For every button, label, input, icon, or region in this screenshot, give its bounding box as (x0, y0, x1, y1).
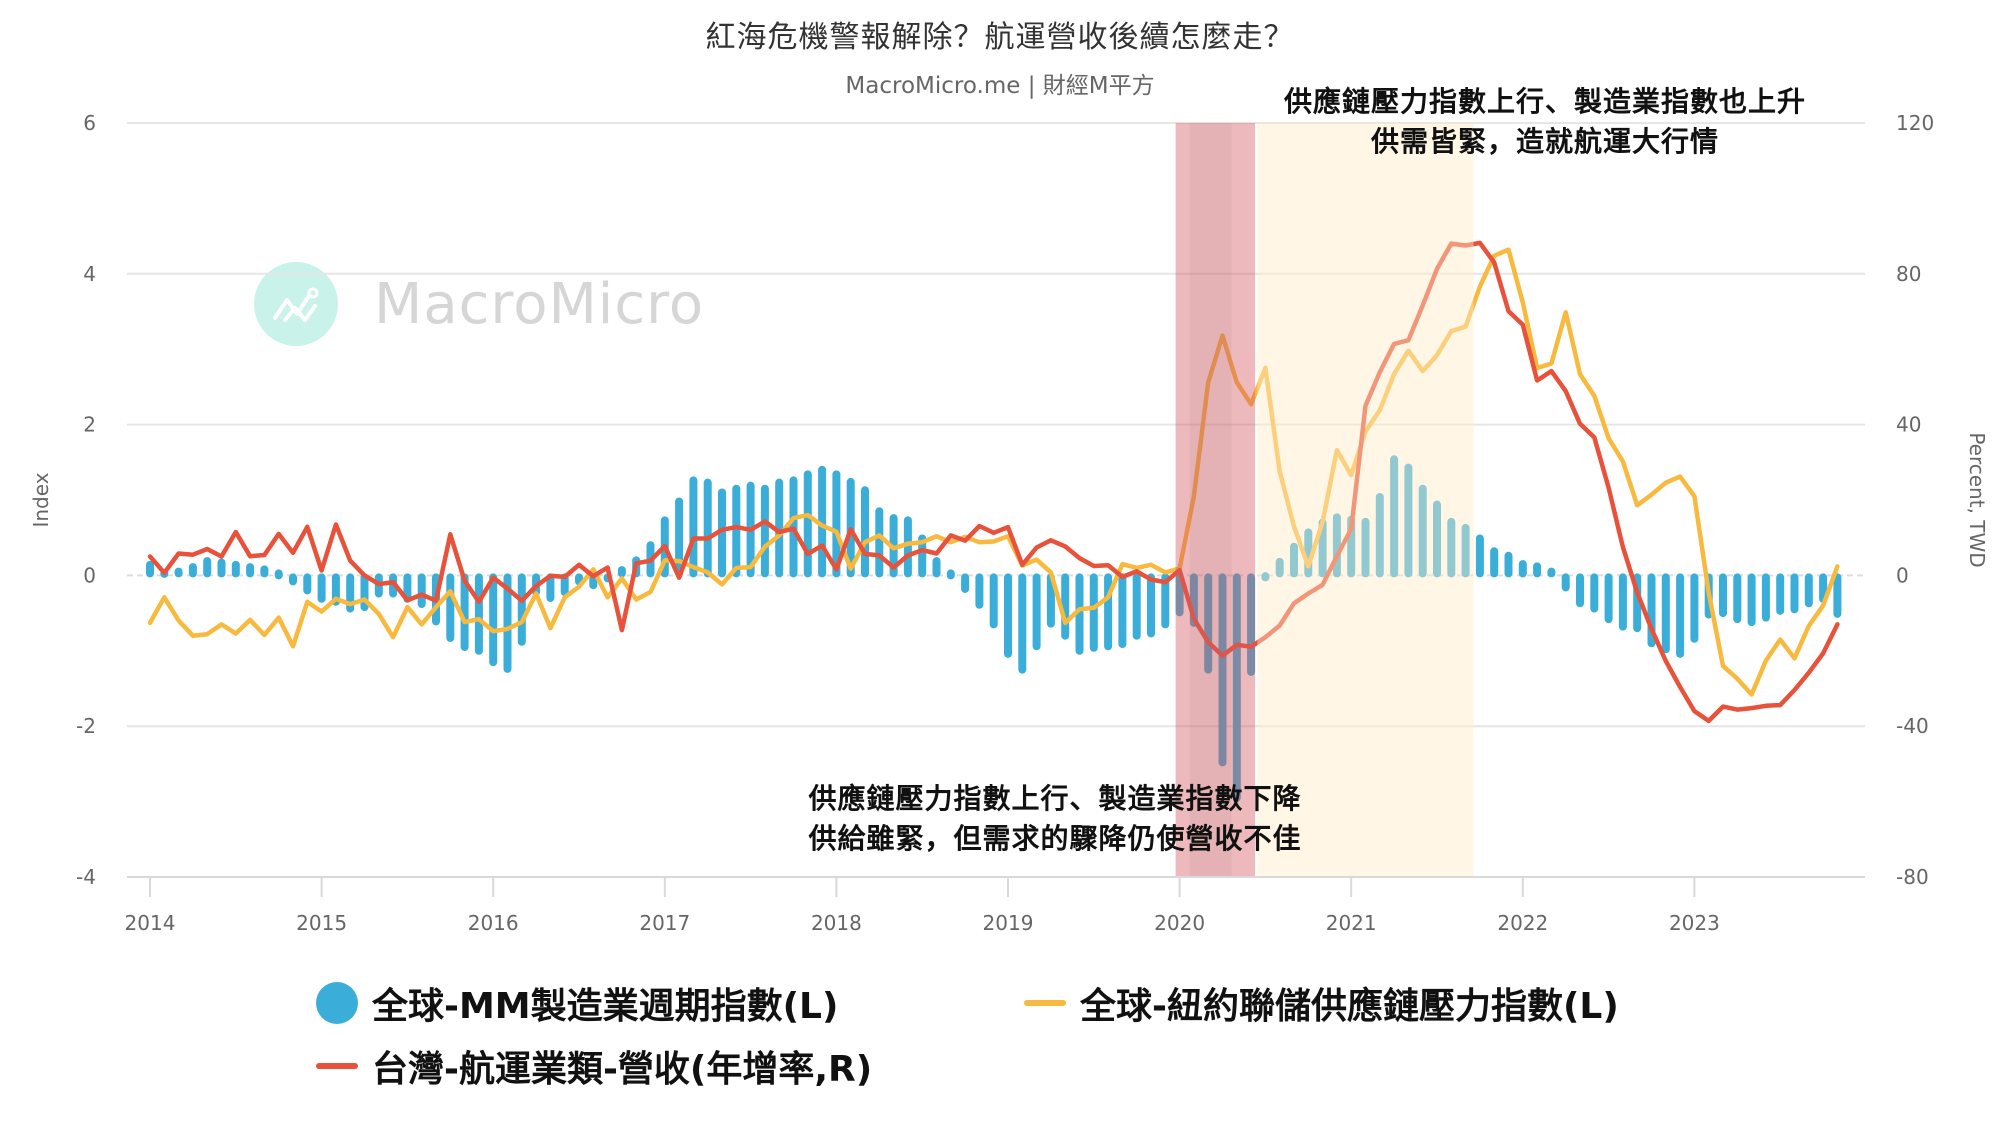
legend-circle-icon (316, 982, 358, 1024)
y-left-tick: 2 (83, 413, 96, 437)
y-right-tick: 40 (1896, 413, 1921, 437)
legend-label: 全球-紐約聯儲供應鏈壓力指數(L) (1080, 986, 1619, 1027)
series-lines (147, 240, 1840, 724)
annotation-bottom-line2: 供給雖緊，但需求的驟降仍使營收不佳 (808, 822, 1302, 855)
y-right-title: Percent, TWD (1965, 432, 1989, 567)
y-left-tick: -4 (76, 865, 96, 889)
line-series (147, 240, 1840, 724)
highlight-band-tight-supply-demand (1257, 123, 1474, 877)
x-tick-label: 2016 (468, 911, 519, 935)
highlight-band-overlap (1189, 123, 1232, 877)
y-left-title: Index (29, 472, 53, 527)
chart-subtitle: MacroMicro.me | 財經M平方 (845, 73, 1155, 99)
highlight-bands (1175, 123, 1474, 877)
legend-item-mm-index[interactable]: 全球-MM製造業週期指數(L) (316, 977, 838, 1029)
x-tick-label: 2023 (1669, 911, 1720, 935)
annotation-top: 供應鏈壓力指數上行、製造業指數也上升 供需皆緊，造就航運大行情 (1205, 82, 1885, 162)
annotation-bottom: 供應鏈壓力指數上行、製造業指數下降 供給雖緊，但需求的驟降仍使營收不佳 (745, 779, 1365, 859)
watermark-text: MacroMicro (374, 271, 705, 337)
chart-title: 紅海危機警報解除？航運營收後續怎麼走？ (705, 20, 1295, 55)
y-left-tick: 0 (83, 563, 96, 587)
line-series (147, 247, 1840, 697)
legend-line-icon (1024, 1000, 1066, 1006)
highlight-band-demand-drop (1175, 123, 1256, 877)
series-bars-mm-index (146, 455, 1842, 802)
annotation-top-line2: 供需皆緊，造就航運大行情 (1370, 125, 1719, 158)
x-tick-label: 2017 (639, 911, 690, 935)
watermark: MacroMicro (254, 262, 704, 346)
x-tick-label: 2018 (811, 911, 862, 935)
gridlines (127, 122, 1865, 878)
y-right-tick: 120 (1896, 111, 1934, 135)
legend-item-supply-chain-pressure[interactable]: 全球-紐約聯儲供應鏈壓力指數(L) (1024, 977, 1619, 1029)
y-right-tick: -40 (1896, 714, 1929, 738)
x-tick-label: 2015 (296, 911, 347, 935)
y-left-tick: 6 (83, 111, 96, 135)
legend-label: 台灣-航運業類-營收(年增率,R) (372, 1049, 873, 1090)
legend-label: 全球-MM製造業週期指數(L) (372, 986, 839, 1027)
annotation-bottom-line1: 供應鏈壓力指數上行、製造業指數下降 (808, 782, 1302, 815)
x-tick-label: 2014 (125, 911, 176, 935)
legend-item-shipping-revenue[interactable]: 台灣-航運業類-營收(年增率,R) (316, 1040, 872, 1092)
chart-line-icon (254, 262, 338, 346)
x-tick-label: 2019 (983, 911, 1034, 935)
y-left-tick: 4 (83, 262, 96, 286)
x-tick-label: 2021 (1326, 911, 1377, 935)
axes: 6 120 4 80 2 40 0 0 -2 -40 -4 -80 2014 2015 2016 2017 20… (29, 111, 1989, 935)
annotation-top-line1: 供應鏈壓力指數上行、製造業指數也上升 (1283, 85, 1806, 118)
y-right-tick: -80 (1896, 865, 1929, 889)
y-right-tick: 80 (1896, 262, 1921, 286)
y-right-tick: 0 (1896, 563, 1909, 587)
y-left-tick: -2 (76, 714, 96, 738)
legend-line-icon (316, 1063, 358, 1069)
x-tick-label: 2020 (1154, 911, 1205, 935)
x-tick-label: 2022 (1497, 911, 1548, 935)
